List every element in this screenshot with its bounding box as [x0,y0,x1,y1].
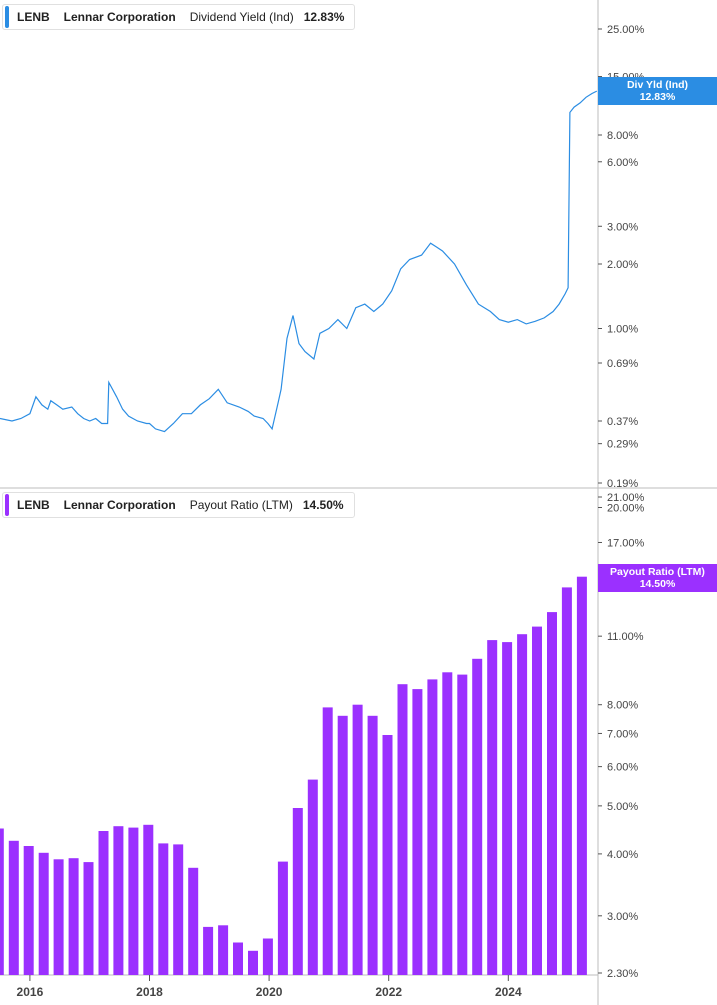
bottom-value-badge: Payout Ratio (LTM) 14.50% [598,564,717,592]
payout-bar [262,938,273,975]
top-y-tick-label: 8.00% [607,130,638,142]
payout-bar [412,689,423,975]
bottom-y-tick-label: 17.00% [607,537,645,549]
payout-bar [233,942,243,975]
x-tick-label: 2016 [17,985,44,999]
x-tick-label: 2018 [136,985,163,999]
top-legend-swatch [5,6,9,28]
payout-bars [0,576,587,975]
dividend-yield-line [0,90,598,433]
bottom-y-tick-label: 6.00% [607,762,638,774]
payout-bar [367,715,378,975]
payout-bar [442,672,453,975]
bottom-y-tick-label: 4.00% [607,849,638,861]
payout-bar [502,642,513,975]
bottom-y-tick-label: 11.00% [607,631,644,643]
payout-bar [248,950,258,975]
bottom-legend-metric: Payout Ratio (LTM) [189,498,293,512]
top-y-tick-label: 25.00% [607,24,645,36]
bottom-y-tick-label: 20.00% [607,503,645,515]
payout-bar [218,925,229,975]
bottom-y-tick-label: 21.00% [607,492,645,504]
payout-bar [457,674,468,975]
bottom-y-tick-label: 3.00% [607,911,638,923]
payout-bar [397,684,408,975]
top-y-tick-label: 2.00% [607,259,638,271]
bottom-legend-company: Lennar Corporation [63,498,176,512]
payout-bar [203,926,214,975]
bottom-badge-label: Payout Ratio (LTM) [610,566,705,578]
payout-bar [173,844,184,975]
payout-bar [337,715,348,975]
payout-bar [517,634,528,975]
payout-bar [8,840,19,975]
bottom-y-axis: 21.00%20.00% 17.00% 11.00% 8.00% 7.00% 6.00% 5… [598,492,645,980]
payout-bar [427,679,438,975]
x-tick-label: 2024 [495,985,522,999]
top-legend-metric: Dividend Yield (Ind) [189,10,294,24]
payout-bar [292,808,303,975]
payout-bar [322,707,333,975]
payout-bar [143,824,154,975]
payout-bar [158,843,169,975]
payout-bar [532,626,542,975]
top-legend-company: Lennar Corporation [63,10,176,24]
top-y-tick-label: 0.69% [607,358,638,370]
payout-bar [128,827,139,975]
payout-bar [487,640,498,975]
x-tick-label: 2022 [375,985,402,999]
top-y-tick-label: 0.19% [607,478,638,490]
top-y-tick-label: 0.29% [607,439,638,451]
payout-bar [472,658,483,975]
top-y-axis: 25.00%15.00%8.00%6.00%3.00%2.00%1.00%0.6… [598,24,645,490]
bottom-legend: LENB Lennar Corporation Payout Ratio (LT… [2,492,355,518]
top-y-tick-label: 3.00% [607,221,638,233]
payout-bar [68,858,79,975]
bottom-y-tick-label: 7.00% [607,728,638,740]
payout-bar [113,826,124,975]
x-axis: 2016 2018 2020 2022 2024 [17,975,522,999]
payout-bar [83,862,94,975]
top-value-badge: Div Yld (Ind) 12.83% [598,77,717,105]
bottom-y-tick-label: 5.00% [607,801,638,813]
bottom-badge-value: 14.50% [639,578,676,590]
bottom-y-tick-label: 8.00% [607,700,638,712]
payout-bar [307,779,318,975]
payout-bar [53,859,64,975]
payout-bar [547,612,557,975]
bottom-legend-value: 14.50% [302,498,344,512]
payout-bar [0,828,4,975]
top-badge-label: Div Yld (Ind) [626,79,689,91]
top-legend: LENB Lennar Corporation Dividend Yield (… [2,4,356,30]
top-legend-ticker: LENB [17,10,50,24]
top-badge-value: 12.83% [639,91,676,103]
top-legend-value: 12.83% [303,10,345,24]
payout-bar [277,861,288,975]
top-y-tick-label: 0.37% [607,416,638,428]
bottom-legend-ticker: LENB [17,498,50,512]
payout-bar [561,587,572,975]
x-tick-label: 2020 [256,985,283,999]
payout-bar [576,576,587,975]
payout-bar [98,831,109,975]
bottom-legend-swatch [5,494,9,516]
payout-bar [352,704,363,975]
payout-bar [38,852,49,975]
payout-bar [188,867,199,975]
top-y-tick-label: 1.00% [607,323,638,335]
payout-bar [382,735,393,975]
payout-bar [23,846,34,975]
bottom-y-tick-label: 2.30% [607,968,638,980]
top-y-tick-label: 6.00% [607,157,638,169]
